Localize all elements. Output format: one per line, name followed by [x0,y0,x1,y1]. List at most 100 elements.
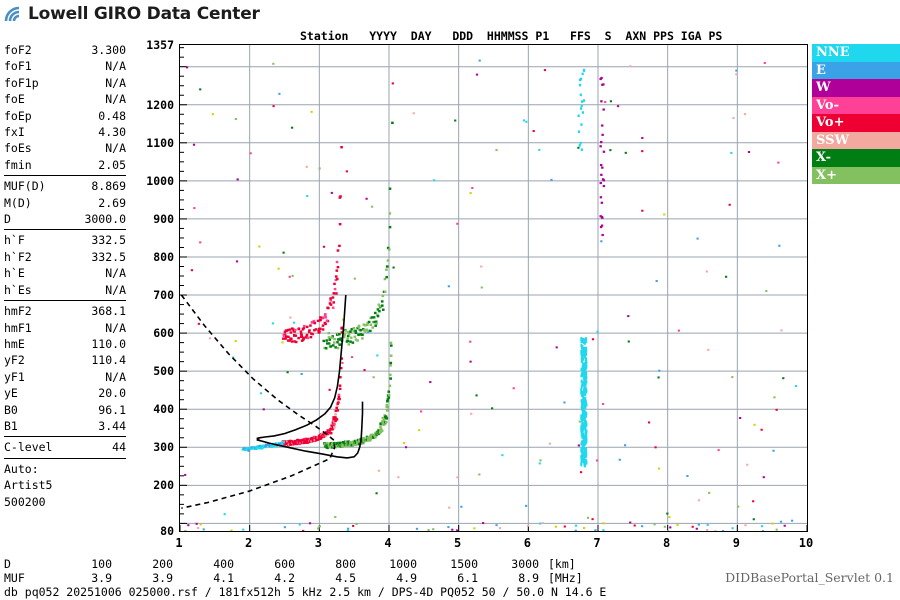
ionogram-plot[interactable] [179,44,808,532]
muf-table-cell: 3.9 [91,571,112,585]
parameter-group-clevel: C-level 44 [4,439,126,455]
y-tick-label: 500 [153,364,174,379]
parameter-row-foe: foE N/A [4,91,126,107]
legend-item-e[interactable]: E [812,61,900,79]
legend-item-x[interactable]: X- [812,149,900,167]
parameter-row-hes: h`Es N/A [4,282,126,298]
parameter-key: h`F [4,233,25,248]
x-tick-label: 3 [314,536,322,550]
y-tick-label: 1357 [146,38,174,52]
legend-item-nne[interactable]: NNE [812,44,900,62]
parameter-key: foE [4,92,25,107]
muf-table-cell: 400 [213,557,234,571]
parameter-value: 4.30 [98,125,126,140]
muf-table-cell: 8.9 [518,571,539,585]
autoscaler-line: Auto: [4,461,39,476]
giro-logo: Lowell GIRO Data Center [4,4,260,24]
x-axis: 1 2 3 4 5 6 7 8 9 10 [175,536,813,552]
curve-muf-d-curve [180,294,336,509]
parameter-key: foEs [4,141,32,156]
x-tick-label: 10 [798,536,814,550]
parameter-row-md: M(D) 2.69 [4,195,126,211]
ionogram-canvas[interactable] [180,45,807,531]
parameter-row-yf1: yF1 N/A [4,369,126,385]
parameter-key: hmE [4,336,25,351]
parameter-key: yF2 [4,353,25,368]
divider [4,175,126,177]
parameter-row-fof1: foF1 N/A [4,58,126,74]
parameter-row-hmf1: hmF1 N/A [4,320,126,336]
x-tick-label: 4 [384,536,392,550]
y-tick-label: 300 [153,440,174,455]
parameter-key: C-level [4,440,53,455]
polarization-legend: NNE E W Vo- Vo+ SSW X- X+ [812,44,900,184]
parameter-value: 110.4 [91,353,126,368]
legend-item-vo[interactable]: Vo- [812,96,900,114]
legend-item-ssw[interactable]: SSW [812,131,900,149]
muf-table-cell: 4.2 [274,571,295,585]
parameter-value: N/A [105,369,126,384]
muf-table-cell: 4.5 [335,571,356,585]
parameter-value: 3000.0 [84,212,126,227]
parameter-value: 3.300 [91,43,126,57]
legend-item-x[interactable]: X+ [812,166,900,184]
wifi-waves-icon [4,6,20,22]
y-tick-label: 200 [153,478,174,493]
muf-table-cell: 6.1 [457,571,478,585]
y-tick-label: 700 [153,288,174,303]
curve-lower-profile-branch [256,401,364,459]
parameter-row-hf: h`F 332.5 [4,232,126,248]
legend-item-w[interactable]: W [812,79,900,97]
y-tick-label: 800 [153,249,174,264]
autoscaler-line: 500200 [4,494,46,509]
parameter-key: h`E [4,266,25,281]
parameter-value: 110.0 [91,336,126,351]
x-tick-label: 7 [593,536,601,550]
parameter-value: N/A [105,282,126,297]
parameter-key: foF2 [4,43,32,57]
servlet-version: DIDBasePortal_Servlet 0.1 [725,570,894,585]
parameter-row-fof1p: foF1p N/A [4,75,126,91]
muf-table-cell: 4.1 [213,571,234,585]
muf-table-cell: 200 [152,557,173,571]
parameter-value: 96.1 [98,402,126,417]
parameter-row-d: D 3000.0 [4,211,126,227]
x-tick-label: 6 [523,536,531,550]
parameter-key: D [4,212,11,227]
parameter-key: foF1p [4,75,39,90]
x-tick-label: 5 [454,536,462,550]
parameter-value: 2.05 [98,157,126,172]
parameter-key: hmF2 [4,304,32,319]
station-header-labels: Station YYYY DAY DDD HHMMSS P1 FFS S AXN… [300,29,723,43]
muf-table-cell: 3000 [511,557,539,571]
parameter-row-fof2: foF2 3.300 [4,42,126,58]
divider [4,300,126,302]
muf-table-unit: [MHz] [548,571,583,585]
gridlines [180,45,807,531]
ionogram-parameter-panel: foF2 3.300 foF1 N/A foF1p N/A foE N/A foEp 0.48 fx… [4,42,126,510]
parameter-row-b1: B1 3.44 [4,418,126,434]
muf-table-cell: 1500 [450,557,478,571]
parameter-row-foep: foEp 0.48 [4,108,126,124]
parameter-row-b0: B0 96.1 [4,402,126,418]
muf-table-cell: 4.9 [396,571,417,585]
parameter-row-fmin: fmin 2.05 [4,157,126,173]
legend-item-vo[interactable]: Vo+ [812,114,900,132]
parameter-row-fxi: fxI 4.30 [4,124,126,140]
muf-table-cell: 100 [91,557,112,571]
parameter-value: 332.5 [91,249,126,264]
x-ticks [180,525,807,531]
divider [4,229,126,231]
x-tick-label: 9 [732,536,740,550]
x-tick-label: 8 [663,536,671,550]
parameter-row-he: h`E N/A [4,265,126,281]
parameter-key: fxI [4,125,25,140]
x-tick-label: 2 [245,536,253,550]
parameter-row-clevel: C-level 44 [4,439,126,455]
divider [4,436,126,438]
muf-table-cell: 600 [274,557,295,571]
parameter-row-mufd: MUF(D) 8.869 [4,178,126,194]
muf-table-row-label: D [4,557,11,571]
parameter-key: h`F2 [4,249,32,264]
autoscaler-line: Artist5 [4,478,53,493]
